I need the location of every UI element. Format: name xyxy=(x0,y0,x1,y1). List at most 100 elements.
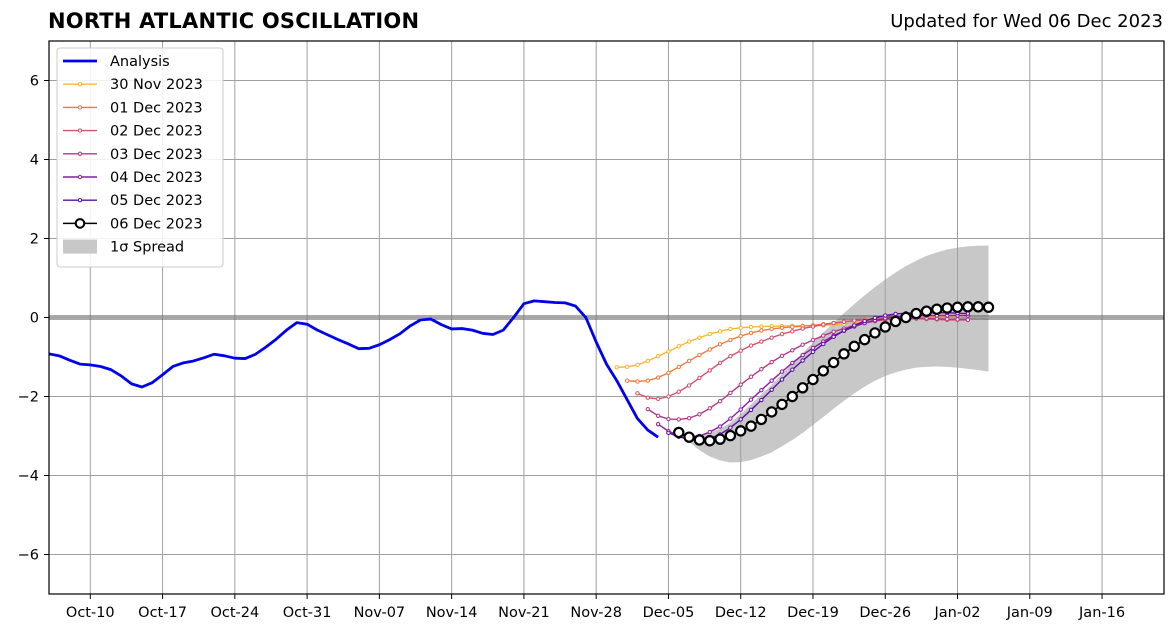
series-point xyxy=(686,416,692,421)
x-tick-label: Nov-28 xyxy=(570,605,622,621)
legend-label: 05 Dec 2023 xyxy=(110,193,203,209)
updated-date: Updated for Wed 06 Dec 2023 xyxy=(890,11,1163,32)
series-point xyxy=(769,387,774,392)
series-point xyxy=(693,434,706,446)
axes-layer: Oct-10 Oct-17 Oct-24 Oct-31 Nov-07 Nov-14 Nov-… xyxy=(18,40,1165,621)
series-point xyxy=(728,390,733,396)
series-point xyxy=(738,417,743,422)
series-point xyxy=(831,320,836,326)
series-point xyxy=(879,321,891,333)
series-point xyxy=(717,329,723,334)
series-layer xyxy=(48,299,995,447)
series-point xyxy=(748,407,754,413)
series-point xyxy=(920,305,933,317)
series-point xyxy=(614,365,620,370)
legend-label: 06 Dec 2023 xyxy=(110,216,203,232)
series-point xyxy=(683,431,695,443)
series-point xyxy=(738,382,743,387)
series-point xyxy=(972,301,984,313)
series-point xyxy=(717,360,723,366)
series-point xyxy=(759,367,764,372)
series-point xyxy=(765,406,778,418)
series-point xyxy=(738,407,743,412)
series-point xyxy=(800,358,805,363)
series-point xyxy=(717,342,723,347)
x-tick-label: Oct-24 xyxy=(210,605,259,621)
legend-box xyxy=(56,47,224,268)
series-point xyxy=(717,424,723,429)
series-point xyxy=(776,398,788,411)
series-point xyxy=(982,301,995,313)
series-point xyxy=(748,374,754,379)
series-point xyxy=(738,325,743,330)
series-point xyxy=(769,335,774,340)
series-point xyxy=(686,358,692,364)
series-point xyxy=(666,349,671,354)
chart-title: NORTH ATLANTIC OSCILLATION xyxy=(48,9,420,33)
series-point xyxy=(676,364,681,370)
series-point xyxy=(931,303,943,315)
series-point xyxy=(707,406,712,411)
series-point xyxy=(707,331,712,337)
series-point xyxy=(645,358,650,364)
x-tick-label: Jan-16 xyxy=(1078,605,1125,621)
series-point xyxy=(755,413,768,426)
series-point xyxy=(779,369,785,374)
legend-marker xyxy=(77,174,83,180)
series-point xyxy=(748,343,754,348)
series-point xyxy=(790,360,795,366)
grid-layer xyxy=(49,41,1164,594)
series-point xyxy=(724,429,737,442)
zero-line-layer xyxy=(49,315,1164,320)
legend: Analysis 30 Nov 2023 01 Dec 2023 02 Dec 202… xyxy=(56,47,224,268)
series-point xyxy=(728,337,733,343)
x-tick-label: Jan-02 xyxy=(933,605,980,621)
y-tick-label: 0 xyxy=(30,311,39,327)
series-point xyxy=(852,318,857,323)
legend-marker xyxy=(77,198,83,203)
series-point xyxy=(728,425,733,430)
series-point xyxy=(655,421,661,427)
series-point xyxy=(728,354,733,359)
series-point xyxy=(748,397,754,402)
series-point xyxy=(893,311,898,317)
series-point xyxy=(900,311,912,324)
legend-marker xyxy=(74,218,86,229)
series-point xyxy=(790,348,795,353)
series-point xyxy=(728,326,733,332)
series-point xyxy=(697,352,702,358)
series-point xyxy=(676,417,681,422)
series-point xyxy=(810,345,816,351)
series-point xyxy=(841,328,847,333)
series-point xyxy=(738,348,743,353)
legend-label: 1σ Spread xyxy=(110,240,184,256)
series-point xyxy=(759,397,764,403)
series-point xyxy=(858,333,871,346)
series-point xyxy=(800,326,805,331)
series-point xyxy=(769,359,774,365)
series-point xyxy=(838,348,850,360)
series-point xyxy=(697,335,702,340)
series-point xyxy=(869,327,881,339)
series-point xyxy=(848,340,860,353)
series-point xyxy=(962,301,974,313)
series-point xyxy=(704,435,716,447)
series-point xyxy=(707,368,712,373)
series-point xyxy=(821,333,826,338)
series-point xyxy=(655,413,661,419)
x-tick-label: Nov-21 xyxy=(498,605,550,621)
x-tick-label: Dec-26 xyxy=(859,605,911,621)
y-tick-label: 4 xyxy=(30,153,39,169)
series-point xyxy=(821,322,826,327)
analysis-line xyxy=(48,299,659,439)
series-point xyxy=(624,378,630,383)
series-point xyxy=(728,416,733,421)
series-point xyxy=(779,353,785,359)
series-point xyxy=(800,342,805,347)
series-point xyxy=(831,329,836,334)
series-point xyxy=(686,339,692,344)
series-point xyxy=(635,362,640,368)
series-point xyxy=(779,325,785,330)
legend-label: 01 Dec 2023 xyxy=(110,100,203,116)
